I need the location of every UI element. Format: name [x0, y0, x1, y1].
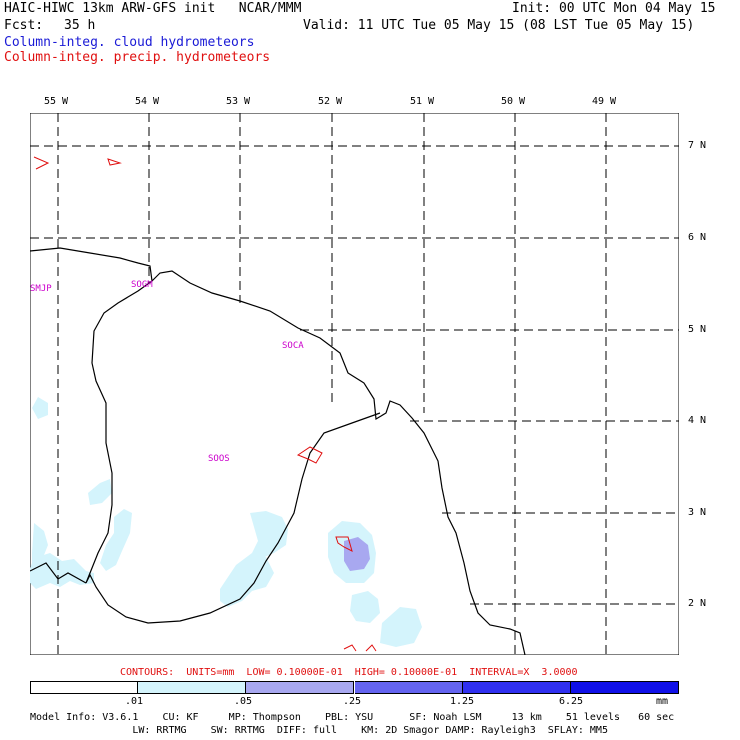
lon-label: 53 W	[226, 96, 251, 107]
colorbar-tick-label: .05	[234, 696, 253, 707]
colorbar-tick-label: 6.25	[559, 696, 584, 707]
station-label: SOGM	[131, 280, 153, 290]
colorbar-units: mm	[656, 696, 669, 707]
precip-contours	[33, 156, 377, 652]
colorbar-segment	[138, 681, 247, 694]
colorbar-segment	[246, 681, 355, 694]
lon-label: 51 W	[410, 96, 435, 107]
forecast-label: Fcst:	[4, 18, 44, 33]
plot-title: HAIC-HIWC 13km ARW-GFS init NCAR/MMM	[4, 1, 302, 16]
station-label: SOOS	[208, 454, 230, 464]
colorbar-tick-label: .01	[125, 696, 144, 707]
colorbar-tick-label: 1.25	[450, 696, 475, 707]
station-label: SOCA	[282, 341, 304, 351]
colorbar-tick-label: .25	[343, 696, 362, 707]
lon-label: 52 W	[318, 96, 343, 107]
lat-label: 7 N	[688, 140, 707, 151]
lon-label: 50 W	[501, 96, 526, 107]
colorbar-segment	[354, 681, 463, 694]
cloud-field-legend: Column-integ. cloud hydrometeors	[4, 35, 255, 50]
model-info-line1: Model Info: V3.6.1 CU: KF MP: Thompson P…	[30, 712, 675, 723]
lat-label: 2 N	[688, 598, 707, 609]
lat-label: 3 N	[688, 507, 707, 518]
contours-info: CONTOURS: UNITS=mm LOW= 0.10000E-01 HIGH…	[120, 667, 578, 678]
colorbar	[30, 681, 679, 694]
colorbar-segment	[570, 681, 679, 694]
init-time: Init: 00 UTC Mon 04 May 15	[512, 1, 716, 16]
lat-lon-grid	[30, 113, 679, 655]
model-info-line2: LW: RRTMG SW: RRTMG DIFF: full KM: 2D Sm…	[30, 725, 608, 736]
precip-field-legend: Column-integ. precip. hydrometeors	[4, 50, 271, 65]
lon-label: 49 W	[592, 96, 617, 107]
map-panel	[30, 113, 679, 655]
lat-label: 5 N	[688, 324, 707, 335]
colorbar-segment	[462, 681, 571, 694]
colorbar-segment	[30, 681, 139, 694]
valid-time: Valid: 11 UTC Tue 05 May 15 (08 LST Tue …	[303, 18, 695, 33]
lon-label: 55 W	[44, 96, 69, 107]
station-label: SMJP	[30, 284, 52, 294]
coastlines-borders	[30, 247, 526, 655]
lon-label: 54 W	[135, 96, 160, 107]
lat-label: 6 N	[688, 232, 707, 243]
forecast-hours: 35 h	[64, 18, 96, 33]
lat-label: 4 N	[688, 415, 707, 426]
